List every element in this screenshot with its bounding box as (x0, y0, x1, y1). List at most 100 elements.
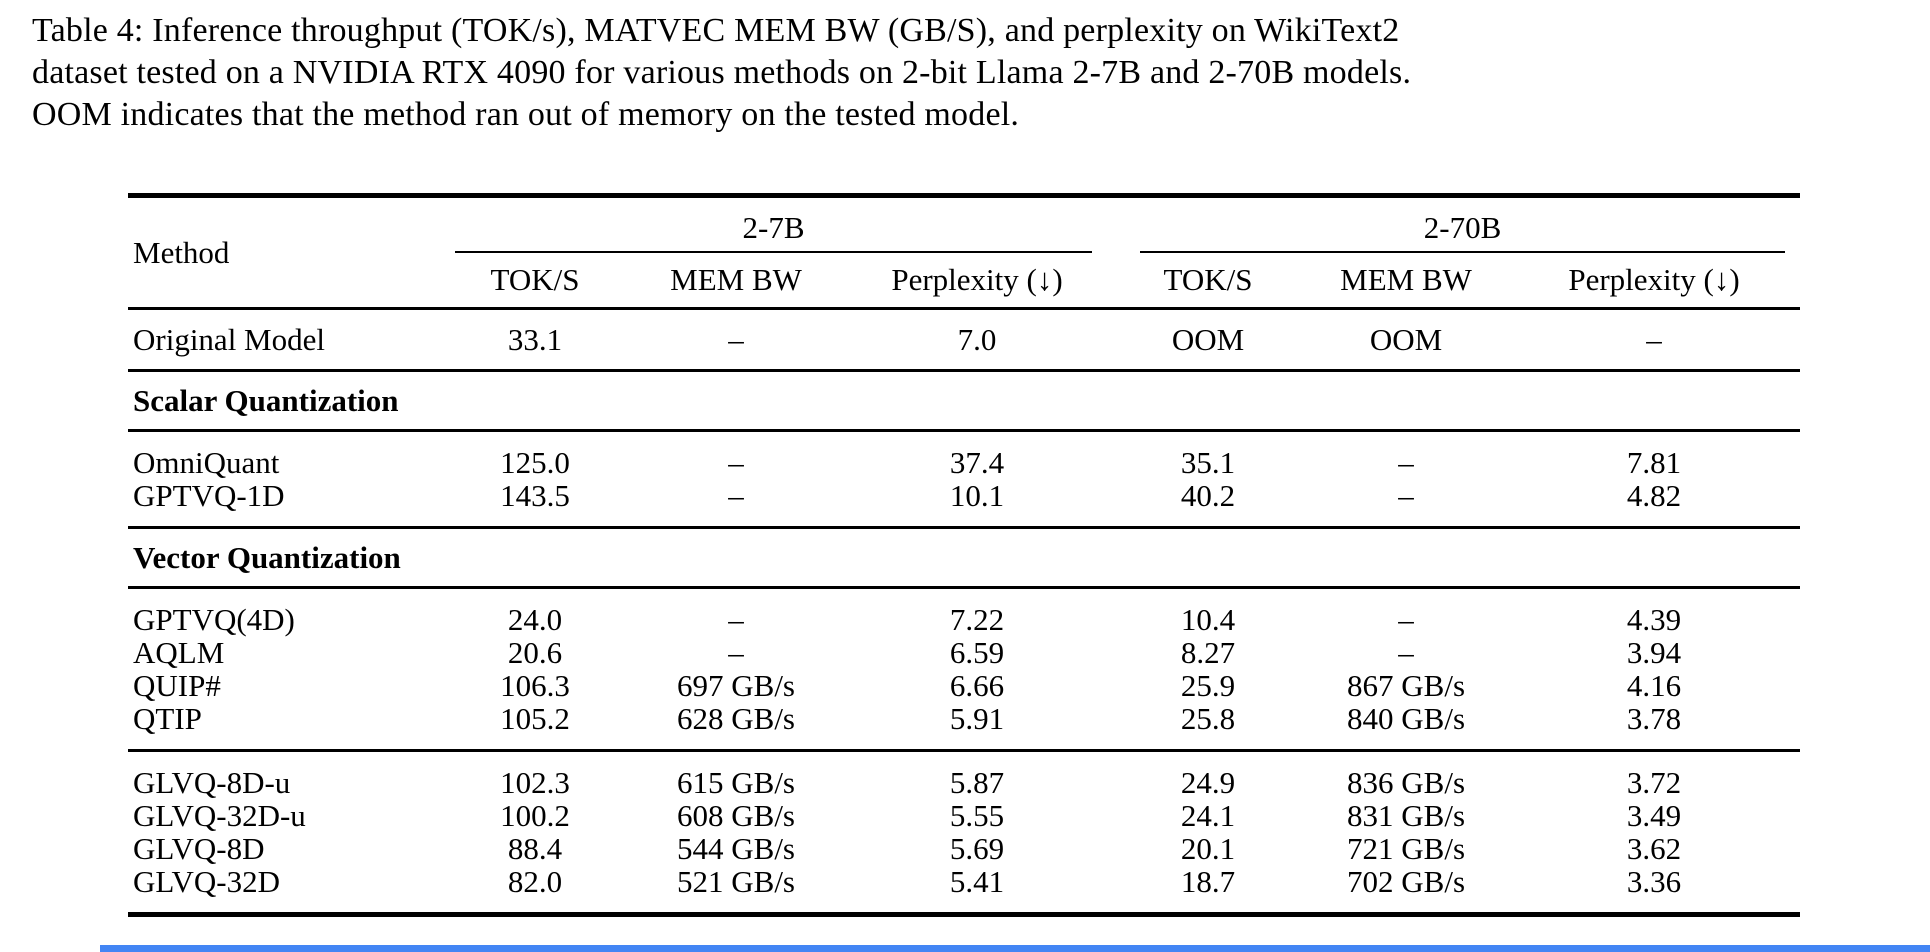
method-cell: GLVQ-32D-u (133, 798, 306, 833)
method-cell: AQLM (133, 635, 225, 670)
col-header-perplexity-7b: Perplexity (↓) (842, 252, 1113, 310)
value-cell: 5.87 (842, 749, 1113, 799)
col-header-toks-7b: TOK/S (440, 252, 630, 310)
value-cell: 24.1 (1180, 798, 1236, 833)
value-cell: 836 GB/s (1304, 749, 1509, 799)
value-cell: – (728, 602, 744, 637)
value-cell: 4.82 (1626, 478, 1682, 513)
caption-line: OOM indicates that the method ran out of… (32, 96, 1020, 133)
value-cell: 143.5 (500, 478, 570, 513)
header-group-row: Method 2-7B 2-70B (128, 195, 1800, 310)
value-cell: 615 GB/s (630, 749, 842, 799)
value-cell: 88.4 (507, 831, 563, 866)
value-cell: OOM (1171, 322, 1245, 357)
col-header-membw-70b: MEM BW (1304, 252, 1509, 310)
caption-line: Table 4: Inference throughput (TOK/s), M… (32, 12, 1400, 49)
bottom-blue-bar (100, 945, 1930, 952)
table-row: GPTVQ-1D 143.5 – 10.1 40.2 – 4.82 (128, 479, 1800, 528)
method-cell: OmniQuant (133, 445, 280, 480)
table-row: GLVQ-8D 88.4 544 GB/s 5.69 20.1 721 GB/s… (128, 832, 1800, 865)
value-cell: 82.0 (507, 864, 563, 899)
value-cell: 25.8 (1180, 701, 1236, 736)
table-row: GPTVQ(4D) 24.0 – 7.22 10.4 – 4.39 (128, 588, 1800, 637)
group-label: 2-70B (1423, 209, 1502, 245)
caption-line: dataset tested on a NVIDIA RTX 4090 for … (32, 54, 1412, 91)
value-cell: – (1398, 478, 1414, 513)
table-row: GLVQ-32D 82.0 521 GB/s 5.41 18.7 702 GB/… (128, 865, 1800, 915)
value-cell: 5.55 (949, 798, 1005, 833)
value-cell: 35.1 (1180, 445, 1236, 480)
value-cell: 20.1 (1180, 831, 1236, 866)
group-label: 2-7B (742, 209, 805, 245)
value-cell: 25.9 (1180, 668, 1236, 703)
value-cell: 100.2 (500, 798, 570, 833)
value-cell: – (1398, 445, 1414, 480)
value-cell: 4.39 (1626, 602, 1682, 637)
value-cell: OOM (1369, 322, 1443, 357)
table-row: AQLM 20.6 – 6.59 8.27 – 3.94 (128, 636, 1800, 669)
value-cell: 7.22 (949, 602, 1005, 637)
table-row: Original Model 33.1 – 7.0 OOM OOM – (128, 309, 1800, 371)
value-cell: 721 GB/s (1347, 831, 1466, 866)
value-cell: 125.0 (500, 445, 570, 480)
value-cell: 8.27 (1180, 635, 1236, 670)
group-header-2-70b: 2-70B (1112, 196, 1800, 253)
value-cell: 5.69 (949, 831, 1005, 866)
col-header-perplexity-70b: Perplexity (↓) (1508, 252, 1801, 310)
value-cell: 6.66 (949, 668, 1005, 703)
table-row: QUIP# 106.3 697 GB/s 6.66 25.9 867 GB/s … (128, 669, 1800, 702)
value-cell: 102.3 (440, 749, 630, 799)
value-cell: 40.2 (1180, 478, 1236, 513)
table-row: GLVQ-32D-u 100.2 608 GB/s 5.55 24.1 831 … (128, 799, 1800, 832)
value-cell: 24.0 (507, 602, 563, 637)
value-cell: 6.59 (949, 635, 1005, 670)
value-cell: – (728, 478, 744, 513)
method-cell: GLVQ-32D (133, 864, 280, 899)
value-cell: 10.1 (949, 478, 1005, 513)
value-cell: 3.94 (1626, 635, 1682, 670)
section-header-row: Scalar Quantization (128, 369, 1801, 432)
value-cell: – (728, 445, 744, 480)
method-cell: GPTVQ(4D) (133, 602, 295, 637)
header-columns-row: TOK/S MEM BW Perplexity (↓) TOK/S MEM BW… (128, 252, 1801, 310)
table-row: OmniQuant 125.0 – 37.4 35.1 – 7.81 (128, 431, 1800, 480)
value-cell: – (1646, 322, 1662, 357)
value-cell: 7.81 (1626, 445, 1682, 480)
method-cell: QUIP# (133, 668, 221, 703)
value-cell: – (1398, 635, 1414, 670)
col-header-membw-7b: MEM BW (630, 252, 842, 310)
col-header-toks-70b: TOK/S (1112, 252, 1305, 310)
value-cell: 4.16 (1626, 668, 1682, 703)
value-cell: 18.7 (1180, 864, 1236, 899)
value-cell: 3.78 (1626, 701, 1682, 736)
value-cell: 5.91 (949, 701, 1005, 736)
value-cell: 3.36 (1626, 864, 1682, 899)
value-cell: 840 GB/s (1347, 701, 1466, 736)
value-cell: 105.2 (500, 701, 570, 736)
method-cell: QTIP (133, 701, 202, 736)
value-cell: 24.9 (1112, 749, 1305, 799)
method-cell: GPTVQ-1D (133, 478, 285, 513)
value-cell: 608 GB/s (677, 798, 795, 833)
value-cell: 3.62 (1626, 831, 1682, 866)
value-cell: 831 GB/s (1347, 798, 1466, 833)
value-cell: – (1398, 602, 1414, 637)
col-header-method: Method (128, 195, 440, 310)
section-header-row: Vector Quantization (128, 526, 1801, 589)
section-title: Scalar Quantization (128, 369, 1801, 432)
value-cell: – (728, 635, 744, 670)
section-title: Vector Quantization (128, 526, 1801, 589)
value-cell: 106.3 (500, 668, 570, 703)
value-cell: 3.49 (1626, 798, 1682, 833)
value-cell: 5.41 (949, 864, 1005, 899)
group-header-2-7b: 2-7B (440, 196, 1112, 253)
value-cell: 3.72 (1508, 749, 1801, 799)
table-caption: Table 4: Inference throughput (TOK/s), M… (32, 10, 1912, 136)
value-cell: 37.4 (949, 445, 1005, 480)
method-cell: GLVQ-8D (133, 831, 265, 866)
results-table: Method 2-7B 2-70B TOK/S MEM BW Perplexit… (128, 193, 1801, 917)
value-cell: 33.1 (507, 322, 563, 357)
value-cell: 702 GB/s (1347, 864, 1466, 899)
value-cell: 521 GB/s (677, 864, 795, 899)
table-row: GLVQ-8D-u 102.3 615 GB/s 5.87 24.9 836 G… (128, 749, 1801, 799)
